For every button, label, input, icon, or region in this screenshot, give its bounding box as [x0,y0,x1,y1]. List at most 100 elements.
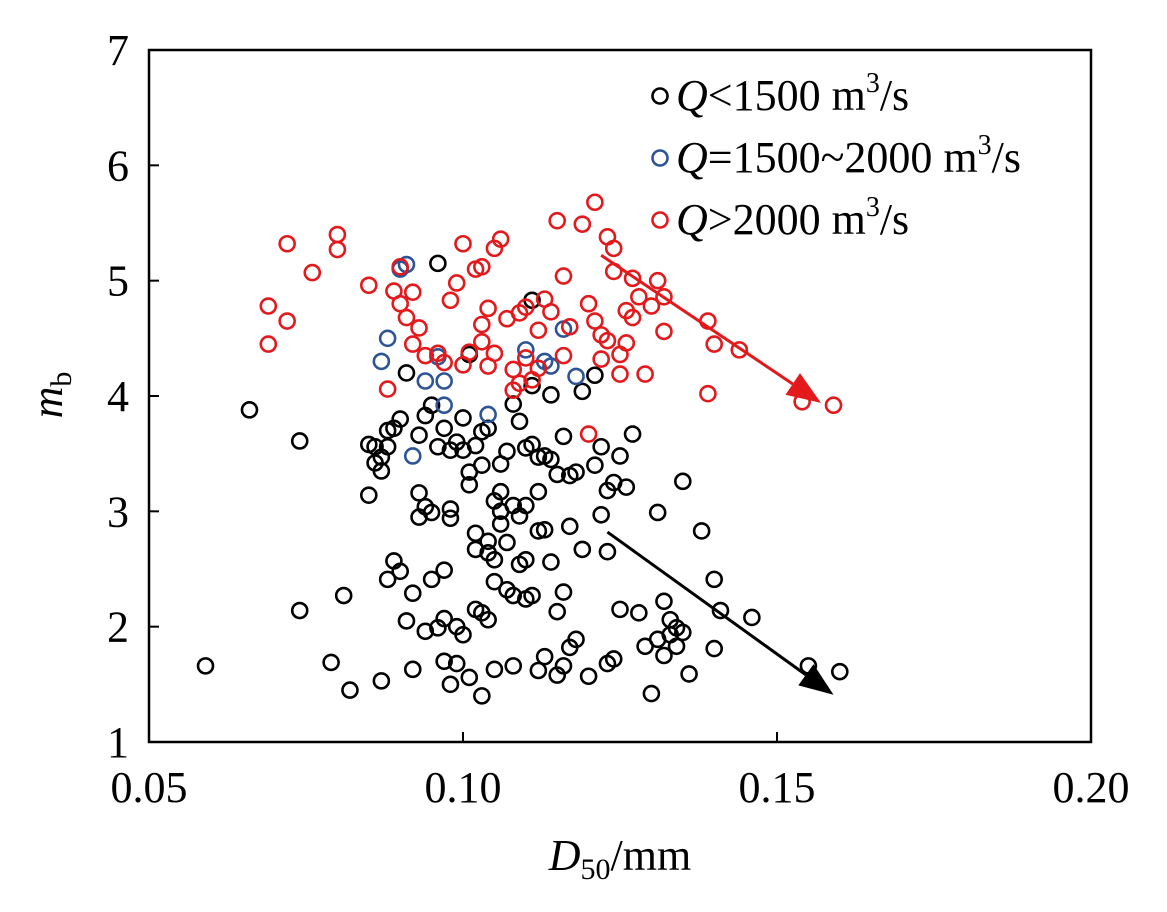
legend-item-q-lt-1500: Q<1500 m3/s [651,68,909,120]
q-lt-1500-point [435,652,453,671]
q-lt-1500-point [322,653,340,672]
q-gt-2000-point [516,349,535,367]
q-lt-1500-point [516,550,535,569]
q-gt-2000-point [573,215,592,233]
legend-label-q-gt-2000: Q>2000 m3/s [676,192,909,244]
legend-label-q-1500-2000: Q=1500~2000 m3/s [676,130,1021,182]
q-gt-2000-point [648,271,667,290]
q-lt-1500-point [560,517,579,536]
q-lt-1500-point [454,625,472,644]
q-lt-1500-point [429,437,447,456]
q-gt-2000-point [403,335,422,353]
q-lt-1500-point [473,687,491,705]
q-gt-2000-point [730,341,749,359]
q-1500-2000-point [403,447,422,465]
q-lt-1500-point [454,409,472,427]
q-lt-1500-point [460,668,479,687]
q-gt-2000-point [560,317,579,336]
y-axis-label: mb [23,372,78,419]
trend-arrows [600,254,834,695]
q-lt-1500-point [529,448,548,466]
q-lt-1500-point [623,425,642,443]
legend-marker-q-1500-2000 [651,149,669,167]
q-lt-1500-point [642,684,661,703]
q-lt-1500-point [523,376,541,395]
q-lt-1500-point [422,503,441,522]
q-lt-1500-point [397,612,416,630]
legend-marker-q-lt-1500 [651,87,669,105]
q-gt-2000-point [303,263,322,282]
q-lt-1500-point [573,540,592,559]
q-lt-1500-point [485,550,504,569]
black-trend-arrow-head [798,664,834,695]
q-lt-1500-point [485,572,504,591]
q-lt-1500-point [403,660,422,679]
q-lt-1500-point [705,639,724,658]
q-gt-2000-point [705,335,724,353]
q-lt-1500-point [290,601,309,620]
q-lt-1500-point [196,657,215,675]
q-1500-2000-point [479,405,497,424]
q-gt-2000-point [529,321,548,340]
q-lt-1500-point [498,442,516,461]
q-lt-1500-point [435,609,453,628]
q-lt-1500-point [391,410,410,428]
q-lt-1500-point [692,522,711,540]
x-axis-ticks: 0.05 0.10 0.15 0.20 [111,732,1130,812]
y-axis-label-main: m [23,387,72,419]
q-gt-2000-point [510,374,529,393]
q-gt-2000-point [604,239,623,258]
q-lt-1500-point [510,412,529,431]
q-gt-2000-point [623,269,642,288]
q-gt-2000-point [378,380,397,398]
q-lt-1500-point [523,586,541,605]
q-lt-1500-point [554,583,573,601]
q-lt-1500-point [667,637,686,656]
q-lt-1500-point [648,503,667,522]
q-lt-1500-point [504,586,523,605]
q-gt-2000-point [554,346,573,365]
q-gt-2000-point [328,240,347,259]
q-gt-2000-point [391,258,410,276]
q-gt-2000-point [655,322,673,341]
q-lt-1500-point [598,542,617,561]
q-lt-1500-point [743,608,761,627]
q-lt-1500-point [435,419,453,438]
q-lt-1500-point [617,478,636,496]
q-gt-2000-point [586,312,604,330]
q-lt-1500-point [441,500,460,518]
y-axis-label-subscript: b [45,372,78,387]
q-gt-2000-point [460,343,479,361]
q-gt-2000-point [529,359,548,378]
q-lt-1500-point [586,456,604,475]
x-axis-label-unit: /mm [611,831,692,880]
q-lt-1500-point [673,623,692,642]
q-lt-1500-point [429,254,447,273]
q-gt-2000-point [491,230,510,248]
q-lt-1500-point [542,386,560,404]
q-lt-1500-point [422,570,441,589]
x-tick-label: 0.20 [1053,763,1130,812]
legend-item-q-gt-2000: Q>2000 m3/s [651,192,909,244]
q-lt-1500-point [460,476,479,494]
q-gt-2000-point [636,365,654,383]
q-lt-1500-point [240,401,259,419]
q-lt-1500-point [491,515,510,533]
y-tick-label: 3 [107,487,129,536]
q-lt-1500-point [378,437,397,456]
q-lt-1500-point [529,522,548,540]
y-tick-label: 5 [107,257,129,306]
q-gt-2000-point [454,234,472,253]
q-lt-1500-point [567,463,585,481]
legend-item-q-1500-2000: Q=1500~2000 m3/s [651,130,1021,182]
q-1500-2000-point [435,396,453,415]
red-trend-arrow-head [785,373,821,403]
y-axis-ticks: 1 2 3 4 5 6 7 [107,26,159,767]
q-gt-2000-point [554,267,573,285]
q-gt-2000-point [592,350,610,368]
q-gt-2000-point [416,346,435,365]
q-gt-2000-point [642,297,661,315]
q-gt-2000-point [397,308,416,327]
x-tick-label: 0.10 [425,763,502,812]
